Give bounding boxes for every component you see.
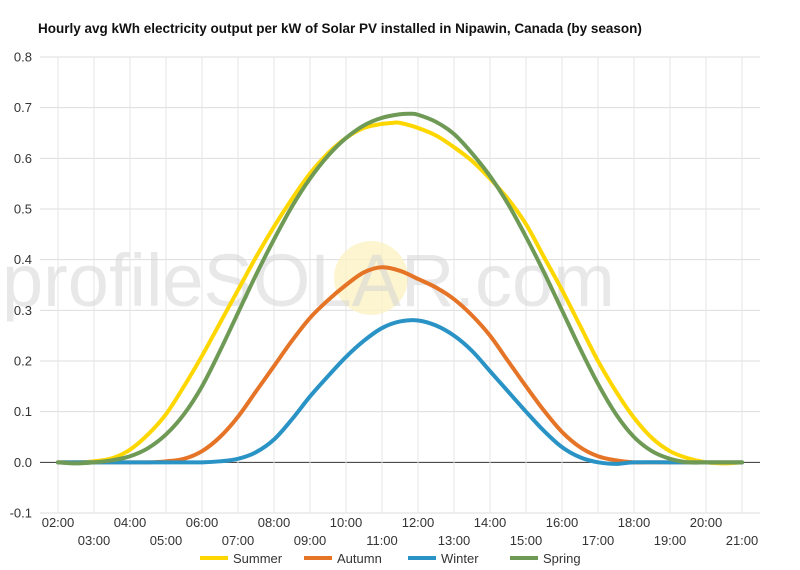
x-tick-label: 05:00 (150, 533, 183, 548)
y-axis-ticks: 0.8 0.7 0.6 0.5 0.4 0.3 0.2 0.1 0.0 -0.1 (10, 50, 32, 521)
y-tick-label: 0.5 (14, 202, 32, 217)
y-tick-label: -0.1 (10, 506, 32, 521)
legend: Summer Autumn Winter Spring (200, 551, 581, 566)
x-tick-label: 19:00 (654, 533, 687, 548)
series-line-spring (56, 111, 744, 466)
x-tick-label: 11:00 (366, 533, 398, 548)
x-tick-label: 18:00 (618, 515, 651, 530)
y-tick-label: 0.2 (14, 354, 32, 369)
x-tick-label: 12:00 (402, 515, 435, 530)
legend-label-autumn: Autumn (337, 551, 382, 566)
y-tick-label: 0.1 (14, 404, 32, 419)
x-tick-label: 21:00 (726, 533, 759, 548)
x-tick-label: 16:00 (546, 515, 579, 530)
series-line-winter (56, 318, 744, 466)
legend-label-spring: Spring (543, 551, 581, 566)
series-lines (56, 111, 744, 466)
series-line-summer (56, 120, 744, 466)
x-tick-label: 10:00 (330, 515, 363, 530)
y-tick-label: 0.7 (14, 100, 32, 115)
x-axis-ticks: 02:0003:0004:0005:0006:0007:0008:0009:00… (42, 515, 759, 548)
y-tick-label: 0.4 (14, 252, 32, 267)
watermark-sun-icon (334, 241, 408, 315)
x-tick-label: 13:00 (438, 533, 471, 548)
watermark-text: profileSOLAR.com (2, 239, 615, 322)
x-tick-label: 02:00 (42, 515, 75, 530)
x-tick-label: 08:00 (258, 515, 291, 530)
y-tick-label: 0.8 (14, 50, 32, 65)
x-tick-label: 14:00 (474, 515, 507, 530)
legend-label-summer: Summer (233, 551, 283, 566)
y-tick-label: 0.6 (14, 151, 32, 166)
x-tick-label: 06:00 (186, 515, 219, 530)
y-tick-label: 0.3 (14, 303, 32, 318)
x-tick-label: 20:00 (690, 515, 723, 530)
x-tick-label: 04:00 (114, 515, 147, 530)
x-tick-label: 07:00 (222, 533, 255, 548)
x-tick-label: 03:00 (78, 533, 111, 548)
x-tick-label: 09:00 (294, 533, 327, 548)
x-tick-label: 17:00 (582, 533, 615, 548)
watermark: profileSOLAR.com (2, 239, 615, 322)
x-tick-label: 15:00 (510, 533, 543, 548)
y-tick-label: 0.0 (14, 455, 32, 470)
chart-title: Hourly avg kWh electricity output per kW… (38, 21, 642, 36)
legend-label-winter: Winter (441, 551, 479, 566)
